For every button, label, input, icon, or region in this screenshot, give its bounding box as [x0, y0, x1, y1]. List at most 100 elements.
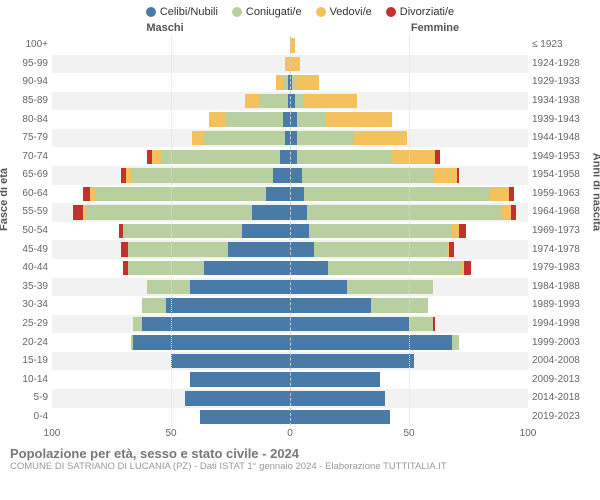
- birth-year-label: 1974-1978: [532, 245, 596, 255]
- bar-segment: [209, 112, 226, 126]
- legend-swatch-icon: [386, 7, 396, 17]
- age-label: 75-79: [4, 133, 48, 143]
- legend-label: Coniugati/e: [246, 6, 302, 18]
- age-label: 80-84: [4, 115, 48, 125]
- bar-segment: [83, 187, 90, 201]
- bar-segment: [123, 224, 242, 238]
- bar-segment: [133, 335, 290, 349]
- bar-segment: [290, 242, 314, 256]
- age-label: 25-29: [4, 319, 48, 329]
- bar-segment: [464, 261, 471, 275]
- legend-item: Coniugati/e: [232, 6, 302, 18]
- bar-segment: [509, 187, 514, 201]
- gender-male-label: Maschi: [0, 22, 300, 34]
- birth-year-label: 1939-1943: [532, 115, 596, 125]
- bar-segment: [459, 224, 466, 238]
- x-tick-label: 0: [287, 428, 293, 439]
- bar-segment: [95, 187, 266, 201]
- bar-segment: [85, 205, 252, 219]
- chart-area: 100+≤ 192395-991924-192890-941929-193385…: [52, 36, 528, 426]
- grid-line: [409, 36, 410, 426]
- bar-segment: [166, 298, 290, 312]
- legend-item: Celibi/Nubili: [146, 6, 218, 18]
- bar-segment: [490, 187, 509, 201]
- legend-label: Divorziati/e: [400, 6, 454, 18]
- grid-line: [171, 36, 172, 426]
- bar-segment: [502, 205, 512, 219]
- footer: Popolazione per età, sesso e stato civil…: [0, 442, 600, 472]
- age-label: 10-14: [4, 375, 48, 385]
- bar-segment: [449, 242, 454, 256]
- bar-segment: [152, 150, 162, 164]
- bar-segment: [295, 94, 305, 108]
- bar-segment: [307, 205, 502, 219]
- legend-item: Divorziati/e: [386, 6, 454, 18]
- legend-swatch-icon: [232, 7, 242, 17]
- bar-segment: [252, 205, 290, 219]
- bar-segment: [190, 280, 290, 294]
- bar-segment: [121, 242, 128, 256]
- birth-year-label: 1949-1953: [532, 152, 596, 162]
- gender-female-label: Femmine: [300, 22, 600, 34]
- bar-segment: [133, 317, 143, 331]
- birth-year-label: 1984-1988: [532, 282, 596, 292]
- chart-title: Popolazione per età, sesso e stato civil…: [10, 446, 590, 461]
- age-label: 95-99: [4, 59, 48, 69]
- birth-year-label: 1964-1968: [532, 207, 596, 217]
- age-label: 65-69: [4, 170, 48, 180]
- bar-segment: [392, 150, 435, 164]
- bar-segment: [290, 372, 380, 386]
- birth-year-label: 1929-1933: [532, 77, 596, 87]
- bar-segment: [290, 112, 297, 126]
- birth-year-label: 1924-1928: [532, 59, 596, 69]
- bar-segment: [73, 205, 83, 219]
- age-label: 100+: [4, 40, 48, 50]
- bar-segment: [290, 187, 304, 201]
- bar-segment: [433, 168, 457, 182]
- legend-label: Celibi/Nubili: [160, 6, 218, 18]
- birth-year-label: 1979-1983: [532, 263, 596, 273]
- x-tick-label: 50: [403, 428, 414, 439]
- age-label: 40-44: [4, 263, 48, 273]
- bar-segment: [273, 168, 290, 182]
- age-label: 30-34: [4, 300, 48, 310]
- age-label: 90-94: [4, 77, 48, 87]
- center-line: [290, 36, 291, 426]
- age-label: 35-39: [4, 282, 48, 292]
- bar-segment: [511, 205, 516, 219]
- age-label: 5-9: [4, 393, 48, 403]
- bar-segment: [142, 317, 290, 331]
- bar-segment: [228, 242, 290, 256]
- bar-segment: [226, 112, 283, 126]
- age-label: 70-74: [4, 152, 48, 162]
- gender-labels: Maschi Femmine: [0, 18, 600, 36]
- bar-segment: [409, 317, 433, 331]
- bar-segment: [266, 187, 290, 201]
- birth-year-label: 1959-1963: [532, 189, 596, 199]
- bar-segment: [290, 261, 328, 275]
- bar-segment: [161, 150, 280, 164]
- bar-segment: [297, 131, 354, 145]
- bar-segment: [433, 317, 435, 331]
- bar-segment: [290, 298, 371, 312]
- bar-segment: [457, 168, 459, 182]
- bar-segment: [295, 75, 319, 89]
- bar-segment: [328, 261, 461, 275]
- bar-segment: [204, 261, 290, 275]
- bar-segment: [304, 94, 356, 108]
- birth-year-label: 1954-1958: [532, 170, 596, 180]
- bar-segment: [354, 131, 406, 145]
- age-label: 50-54: [4, 226, 48, 236]
- bar-segment: [131, 168, 274, 182]
- birth-year-label: 2004-2008: [532, 356, 596, 366]
- legend-swatch-icon: [316, 7, 326, 17]
- bar-segment: [204, 131, 285, 145]
- bar-segment: [290, 280, 347, 294]
- bar-segment: [290, 168, 302, 182]
- bar-segment: [147, 280, 190, 294]
- bar-segment: [290, 391, 385, 405]
- chart-subtitle: COMUNE DI SATRIANO DI LUCANIA (PZ) - Dat…: [10, 461, 590, 472]
- bar-segment: [297, 112, 326, 126]
- bar-segment: [290, 354, 414, 368]
- bar-segment: [276, 75, 283, 89]
